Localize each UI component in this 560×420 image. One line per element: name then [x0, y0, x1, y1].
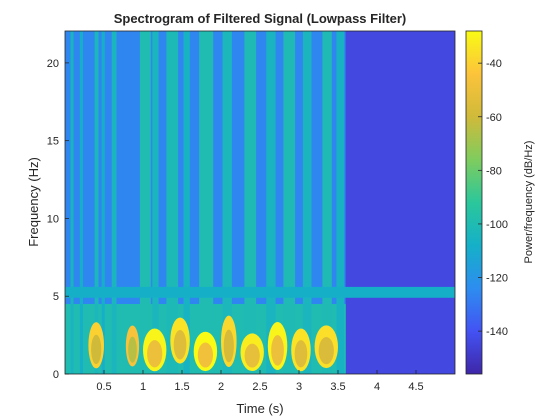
colorbar-tick-label: -80 [486, 165, 502, 177]
vertical-band [266, 31, 276, 374]
colorbar-ticks: -40 -60 -80 -100 -120 -140 [478, 58, 508, 338]
vertical-band [336, 31, 345, 374]
x-tick-label: 3.5 [330, 381, 345, 393]
colorbar-label: Power/frequency (dB/Hz) [523, 141, 535, 264]
energy-blob-core [147, 340, 163, 368]
colorbar-gradient [465, 30, 483, 375]
colorbar-tick-label: -40 [486, 58, 502, 70]
x-tick-label: 4.5 [408, 381, 423, 393]
x-tick-label: 1.5 [174, 381, 189, 393]
chart-title: Spectrogram of Filtered Signal (Lowpass … [114, 11, 407, 26]
energy-blob-core [294, 340, 308, 368]
vertical-band [70, 31, 74, 374]
energy-blob-core [244, 343, 260, 368]
y-tick-label: 15 [47, 136, 59, 148]
vertical-band [302, 31, 312, 374]
colorbar: -40 -60 -80 -100 -120 -140 [465, 30, 508, 375]
x-tick-label: 4 [374, 381, 380, 393]
vertical-band [183, 31, 190, 374]
vertical-band [101, 31, 105, 374]
energy-blob-core [223, 329, 234, 363]
x-tick-label: 2 [218, 381, 224, 393]
vertical-band [244, 31, 257, 374]
x-axis-ticks: 0.5 1 1.5 2 2.5 3 3.5 4 4.5 [96, 370, 424, 393]
vertical-band [111, 31, 117, 374]
vertical-band [152, 31, 159, 374]
y-tick-label: 10 [47, 213, 59, 225]
y-axis-ticks: 0 5 10 15 20 [47, 58, 69, 381]
y-axis-label: Frequency (Hz) [26, 157, 41, 247]
energy-blob-core [271, 335, 284, 366]
heatmap-cells [65, 31, 455, 374]
energy-blob-core [91, 334, 102, 365]
x-tick-label: 2.5 [252, 381, 267, 393]
vertical-band [94, 31, 99, 374]
colorbar-tick-label: -60 [486, 112, 502, 124]
energy-blob-core [128, 336, 137, 363]
horizontal-band [65, 286, 455, 298]
vertical-band [139, 31, 151, 374]
colorbar-tick-label: -100 [486, 219, 508, 231]
vertical-band [79, 31, 83, 374]
vertical-band [322, 31, 332, 374]
x-tick-label: 1 [140, 381, 146, 393]
colorbar-tick-label: -120 [486, 273, 508, 285]
vertical-band [283, 31, 296, 374]
background-region-quiet [345, 31, 455, 374]
x-axis-label: Time (s) [236, 401, 283, 416]
vertical-band [222, 31, 232, 374]
y-tick-label: 0 [53, 369, 59, 381]
colorbar-tick-label: -140 [486, 326, 508, 338]
energy-blob-core [197, 342, 214, 368]
y-tick-label: 20 [47, 58, 59, 70]
x-tick-label: 3 [296, 381, 302, 393]
vertical-band [166, 31, 179, 374]
x-tick-label: 0.5 [96, 381, 111, 393]
spectrogram-plot-area [64, 30, 456, 375]
vertical-band [199, 31, 214, 374]
energy-blob-core [173, 330, 187, 360]
energy-blob-core [318, 337, 334, 365]
y-tick-label: 5 [53, 291, 59, 303]
